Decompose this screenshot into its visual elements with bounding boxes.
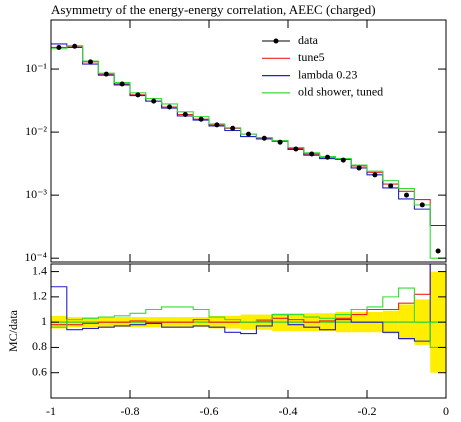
data-point [246, 131, 251, 137]
chart-title: Asymmetry of the energy-energy correlati… [51, 2, 376, 17]
data-point [277, 139, 283, 145]
data-point [404, 192, 409, 198]
x-tick-label: 0 [443, 404, 449, 418]
data-point [214, 122, 220, 128]
data-point [198, 116, 204, 122]
legend-label: old shower, tuned [298, 85, 383, 99]
data-point [388, 183, 394, 189]
data-point [151, 98, 157, 104]
x-tick-label: -0.4 [279, 404, 298, 418]
data-point [419, 202, 425, 208]
y-tick-label: 10⁻¹ [25, 61, 47, 75]
legend-label: lambda 0.23 [298, 67, 357, 81]
data-point [56, 44, 62, 50]
data-point [340, 157, 346, 163]
y-axis-label: MC/data [6, 309, 20, 352]
axes: 10⁻¹ 10⁻² 10⁻³ 10⁻⁴ 0.6 0.8 1 1.2 1.4 -1 -0.8 -0.6 -… [24, 20, 449, 418]
main-frame [50, 19, 447, 263]
data-point [261, 135, 267, 141]
ratio-line [51, 264, 431, 326]
y-tick-label: 0.8 [32, 339, 47, 353]
y-tick-label: 0.6 [32, 364, 47, 378]
data-point [293, 146, 299, 152]
data-point [309, 151, 315, 157]
data-point [88, 59, 93, 65]
ratio-line [51, 264, 431, 342]
data-point [356, 165, 362, 171]
y-tick-label: 10⁻³ [25, 187, 47, 201]
legend-label: data [298, 33, 319, 47]
main-plot [51, 43, 446, 259]
data-point [372, 172, 378, 178]
data-point [72, 43, 78, 49]
ratio-line [51, 287, 446, 348]
data-point [167, 104, 172, 110]
mc-line [51, 45, 446, 259]
data-point [103, 71, 109, 77]
y-tick-label: 1 [41, 314, 47, 328]
x-tick-label: -1 [46, 404, 56, 418]
data-point [135, 92, 141, 98]
x-tick-label: -0.2 [358, 404, 377, 418]
ratio-plot [51, 264, 446, 373]
x-tick-label: -0.8 [121, 404, 140, 418]
y-tick-label: 1.4 [32, 263, 47, 277]
y-tick-label: 10⁻⁴ [24, 250, 47, 264]
x-tick-label: -0.6 [200, 404, 219, 418]
data-point [435, 248, 441, 254]
legend-label: tune5 [298, 50, 325, 64]
data-point [325, 154, 330, 160]
ratio-frame [50, 263, 447, 399]
legend-swatch [273, 38, 279, 44]
data-point [230, 125, 236, 131]
data-point [182, 112, 188, 118]
data-point [119, 81, 125, 87]
y-tick-label: 10⁻² [25, 124, 47, 138]
y-tick-label: 1.2 [32, 289, 47, 303]
